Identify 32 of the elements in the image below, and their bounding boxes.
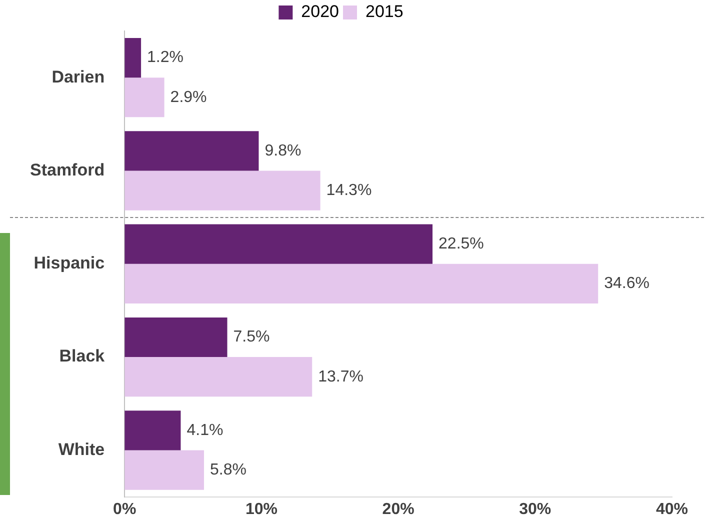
data-label: 2.9% — [170, 88, 207, 106]
data-label: 5.8% — [210, 461, 246, 478]
bar — [124, 264, 598, 304]
legend-label: 2020 — [301, 2, 340, 22]
x-tick-label: 30% — [519, 500, 552, 518]
legend-label: 2015 — [366, 2, 404, 22]
bar — [124, 170, 320, 210]
data-label: 13.7% — [318, 368, 364, 386]
bar — [124, 450, 204, 490]
x-tick-label: 0% — [113, 500, 136, 518]
data-label: 4.1% — [186, 422, 224, 439]
data-label: 14.3% — [326, 182, 372, 199]
bar — [124, 410, 181, 450]
y-tick-label: Black — [59, 346, 106, 366]
bar — [124, 317, 228, 358]
x-tick-label: 10% — [245, 500, 278, 518]
data-label: 7.5% — [233, 328, 270, 346]
data-label: 34.6% — [604, 275, 650, 292]
bar — [124, 131, 259, 171]
data-label: 1.2% — [147, 49, 184, 66]
data-label: 22.5% — [438, 236, 484, 253]
bar — [124, 38, 142, 78]
y-tick-label: Hispanic — [34, 254, 105, 273]
y-tick-label: Darien — [52, 67, 105, 86]
bar — [124, 224, 433, 264]
bar — [124, 357, 312, 397]
y-tick-label: Stamford — [30, 160, 105, 180]
data-label: 9.8% — [264, 142, 302, 160]
y-tick-label: White — [58, 440, 105, 459]
x-tick-label: 20% — [382, 500, 414, 518]
x-tick-label: 40% — [656, 500, 688, 518]
bar — [124, 78, 164, 118]
